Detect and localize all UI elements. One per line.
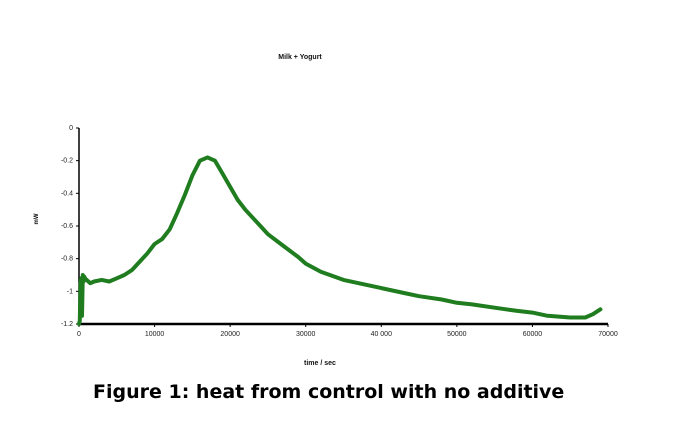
figure-caption: Figure 1: heat from control with no addi…: [93, 381, 565, 403]
chart-title: Milk + Yogurt: [278, 54, 322, 61]
chart-plot: 0 -0.2 -0.4 -0.6 -0.8 -1 -1.2 0 10000 20000 30000 4…: [61, 125, 618, 338]
y-tick-label: -1.2: [61, 321, 73, 328]
y-tick-label: -1: [67, 288, 73, 295]
x-tick-label: 50000: [447, 331, 467, 338]
x-tick-label: 10000: [145, 331, 165, 338]
x-tick-label: 40 000: [371, 331, 393, 338]
x-tick-label: 20000: [220, 331, 240, 338]
y-tick-label: -0.2: [61, 158, 73, 165]
x-axis-label: time / sec: [304, 360, 336, 367]
y-axis-label: mW: [34, 213, 40, 225]
x-tick-label: 30000: [296, 331, 316, 338]
x-tick-label: 70000: [598, 331, 618, 338]
x-tick-label: 60000: [523, 331, 543, 338]
y-tick-label: 0: [69, 125, 73, 132]
series-line: [77, 155, 603, 326]
y-tick-label: -0.4: [61, 190, 73, 197]
x-tick-label: 0: [77, 331, 81, 338]
y-tick-label: -0.8: [61, 256, 73, 263]
y-tick-label: -0.6: [61, 223, 73, 230]
